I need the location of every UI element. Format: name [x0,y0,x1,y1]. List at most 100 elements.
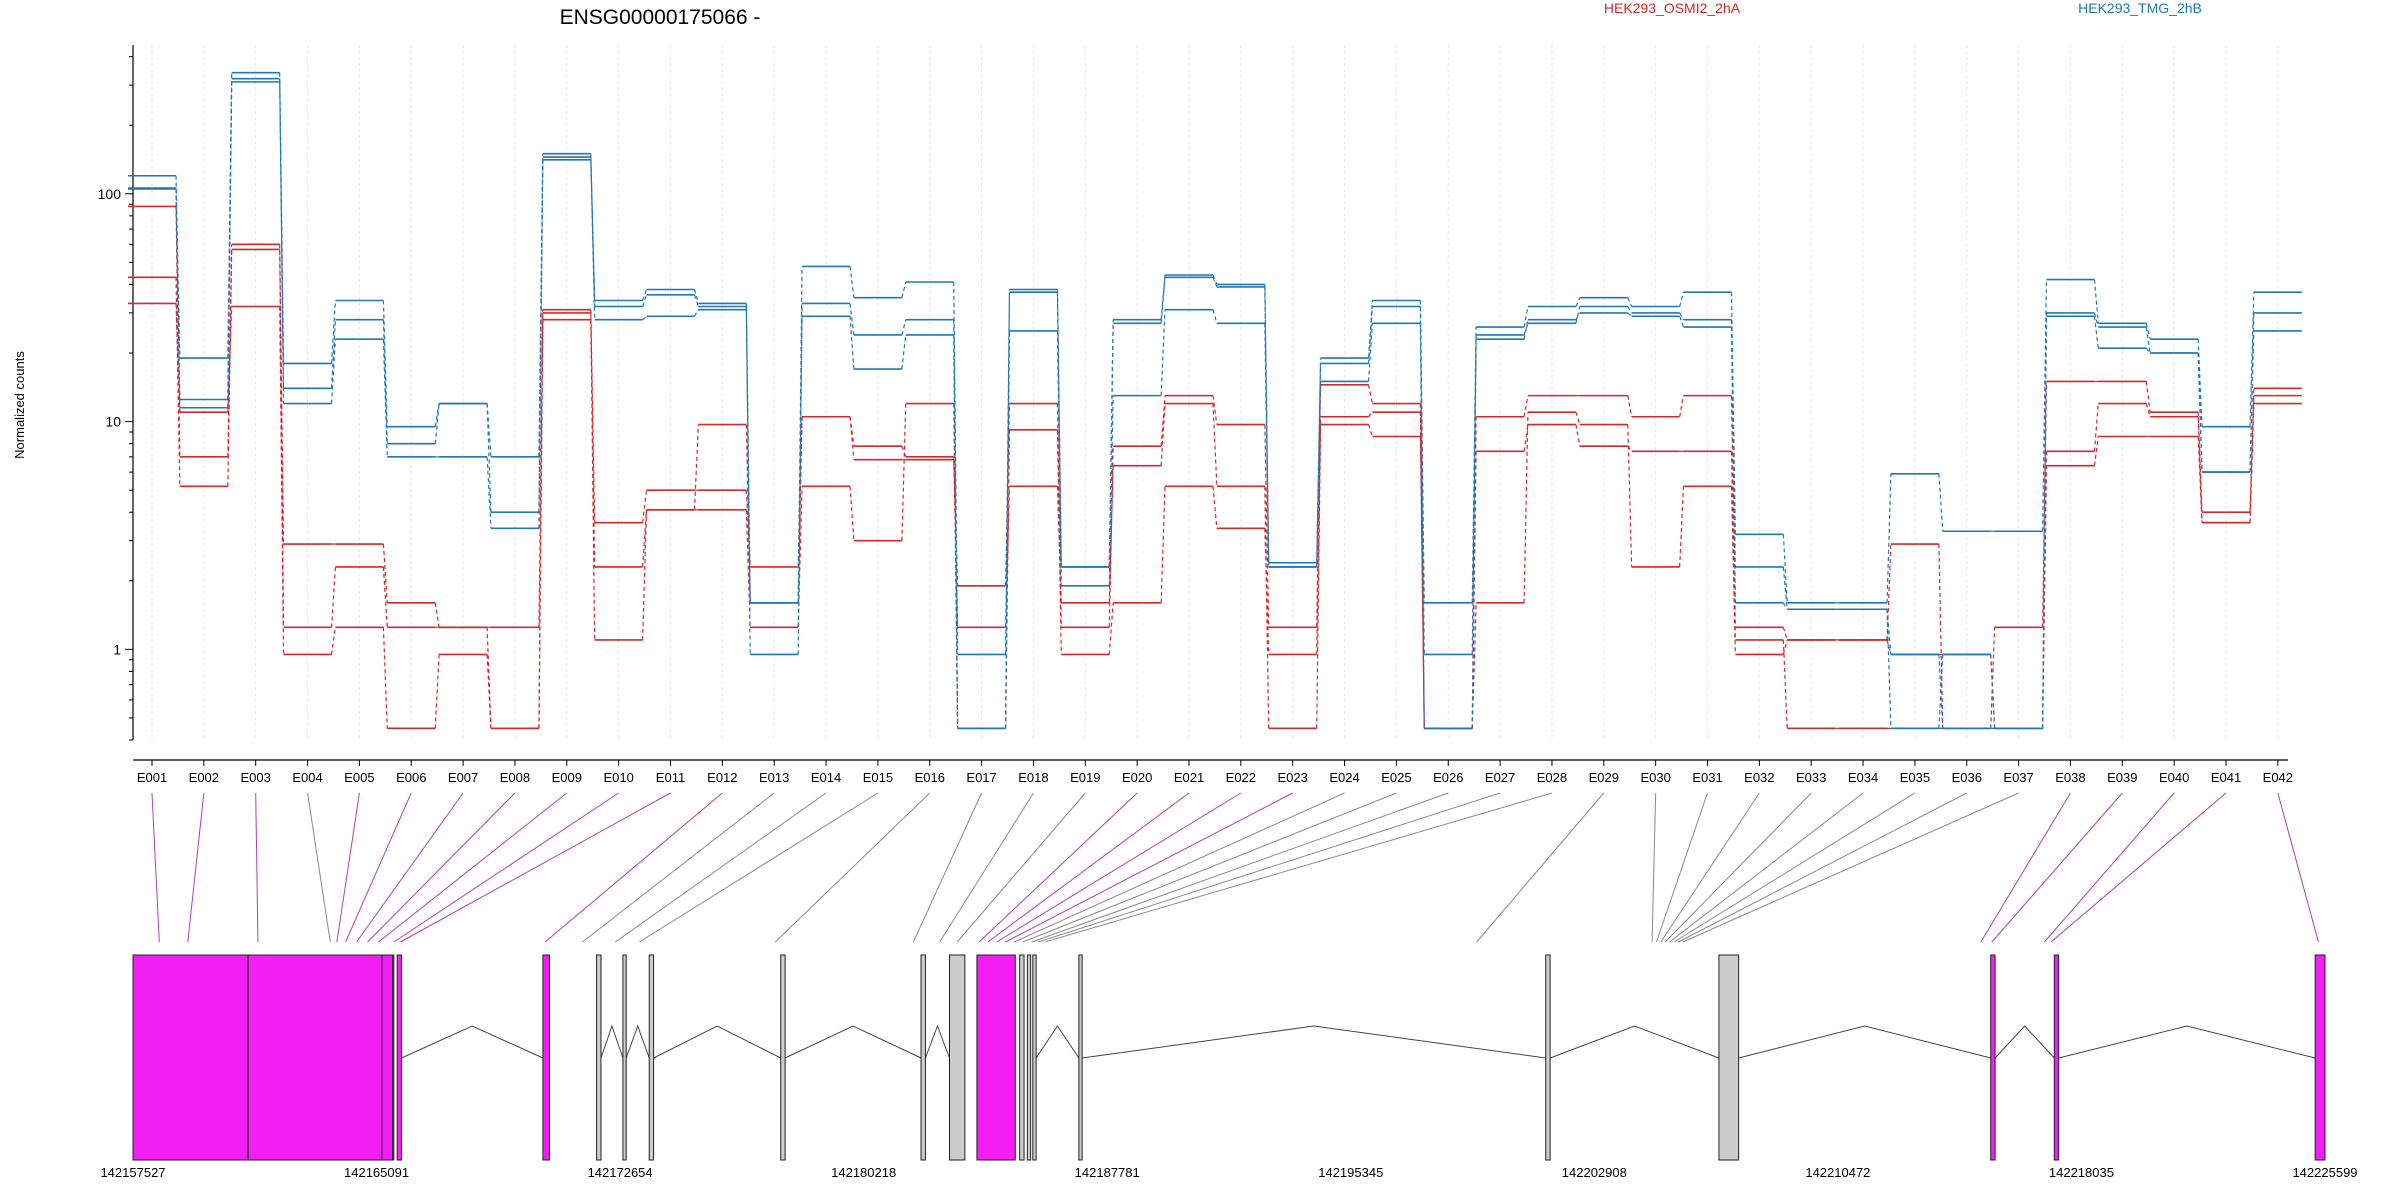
x-tick-label: E038 [2055,770,2085,785]
exon-connector [978,792,1138,943]
exon-connector [1022,792,1397,943]
transition-line [1782,639,1788,655]
transition-line [1419,323,1425,729]
x-tick-label: E030 [1640,770,1670,785]
transition-line [2249,330,2255,473]
transition-line [642,509,648,568]
transition-line [1679,291,1685,307]
intron-line [784,1025,922,1059]
exon-block [542,954,550,1161]
exon-block [648,954,655,1161]
x-tick-label: E040 [2159,770,2189,785]
chart-title: ENSG00000175066 - [560,6,761,29]
exon-connector [544,792,723,943]
x-tick-label: E035 [1900,770,1930,785]
transition-line [745,306,751,655]
transition-line [2042,316,2048,729]
transition-line [901,281,907,298]
exon-block [949,954,966,1161]
transition-line [1056,429,1062,655]
transition-line [693,294,699,307]
transition-line [1212,309,1218,324]
exon-connector [1991,792,2123,943]
transition-line [1316,358,1322,563]
transition-line [1108,465,1114,603]
transition-line [1160,309,1166,396]
exon-block [596,954,602,1161]
transition-line [1782,534,1788,603]
intron-line [1738,1025,1991,1059]
exon-block [1032,954,1037,1161]
transition-line [1056,403,1062,628]
transition-line [279,81,285,389]
transition-line [538,319,544,729]
transition-line [227,306,233,413]
transition-line [953,281,959,655]
transition-line [1056,486,1062,603]
exon-connector [1476,792,1605,943]
x-tick-label: E002 [189,770,219,785]
x-tick-label: E014 [811,770,841,785]
exon-connectors [151,792,2319,943]
exon-block [1545,954,1551,1161]
exon-block [780,954,786,1161]
transition-line [1679,312,1685,321]
transition-line [538,159,544,529]
exon-connector [2277,792,2319,943]
transition-line [642,294,648,307]
transition-line [2197,339,2203,427]
transition-line [1367,424,1373,437]
exon-connector [393,792,619,943]
exon-connector [1005,792,1293,943]
transition-line [1212,395,1218,425]
exon-connector [582,792,775,943]
transition-line [1523,412,1529,603]
transition-line [175,188,181,408]
intron-line [2058,1025,2316,1059]
transition-line [279,78,285,404]
exon-connector [336,792,360,943]
exon-connector [1660,792,1760,943]
transition-line [901,334,907,370]
transition-line [1212,486,1218,529]
intron-line [1549,1025,1720,1059]
x-tick-label: E018 [1018,770,1048,785]
grid-lines [151,45,2279,740]
transition-line [434,654,440,729]
transition-line [901,403,907,541]
transition-line [2249,292,2255,427]
x-tick-label: E020 [1122,770,1152,785]
y-axis-label: Normalized counts [12,351,27,459]
transition-line [2145,326,2151,354]
transition-line [797,316,803,603]
transition-line [1316,424,1322,729]
exon-connector [2044,792,2175,943]
x-tick-label: E037 [2003,770,2033,785]
transition-line [1627,312,1633,317]
intron-line [401,1025,544,1059]
intron-line [924,1024,950,1059]
transition-line [1575,297,1581,307]
transition-line [1886,473,1892,603]
x-tick-label: E036 [1952,770,1982,785]
exon-connector [1031,792,1449,943]
exon-connector [400,792,671,943]
exon-connector [151,792,160,943]
exon-block [2314,954,2326,1161]
transition-line [1990,654,1996,729]
x-tick-label: E010 [603,770,633,785]
x-tick-label: E015 [863,770,893,785]
transition-line [1679,316,1685,328]
transition-line [330,319,336,389]
transition-line [901,319,907,336]
coordinate-label: 142195345 [1318,1165,1383,1180]
transition-line [1990,627,1996,729]
transition-line [2093,316,2099,349]
exon-connector [1038,792,1501,943]
coordinate-label: 142172654 [588,1165,653,1180]
transition-line [1938,544,1944,729]
transition-line [1367,384,1373,404]
x-tick-label: E041 [2211,770,2241,785]
transition-line [590,319,596,567]
transition-line [1730,395,1736,628]
